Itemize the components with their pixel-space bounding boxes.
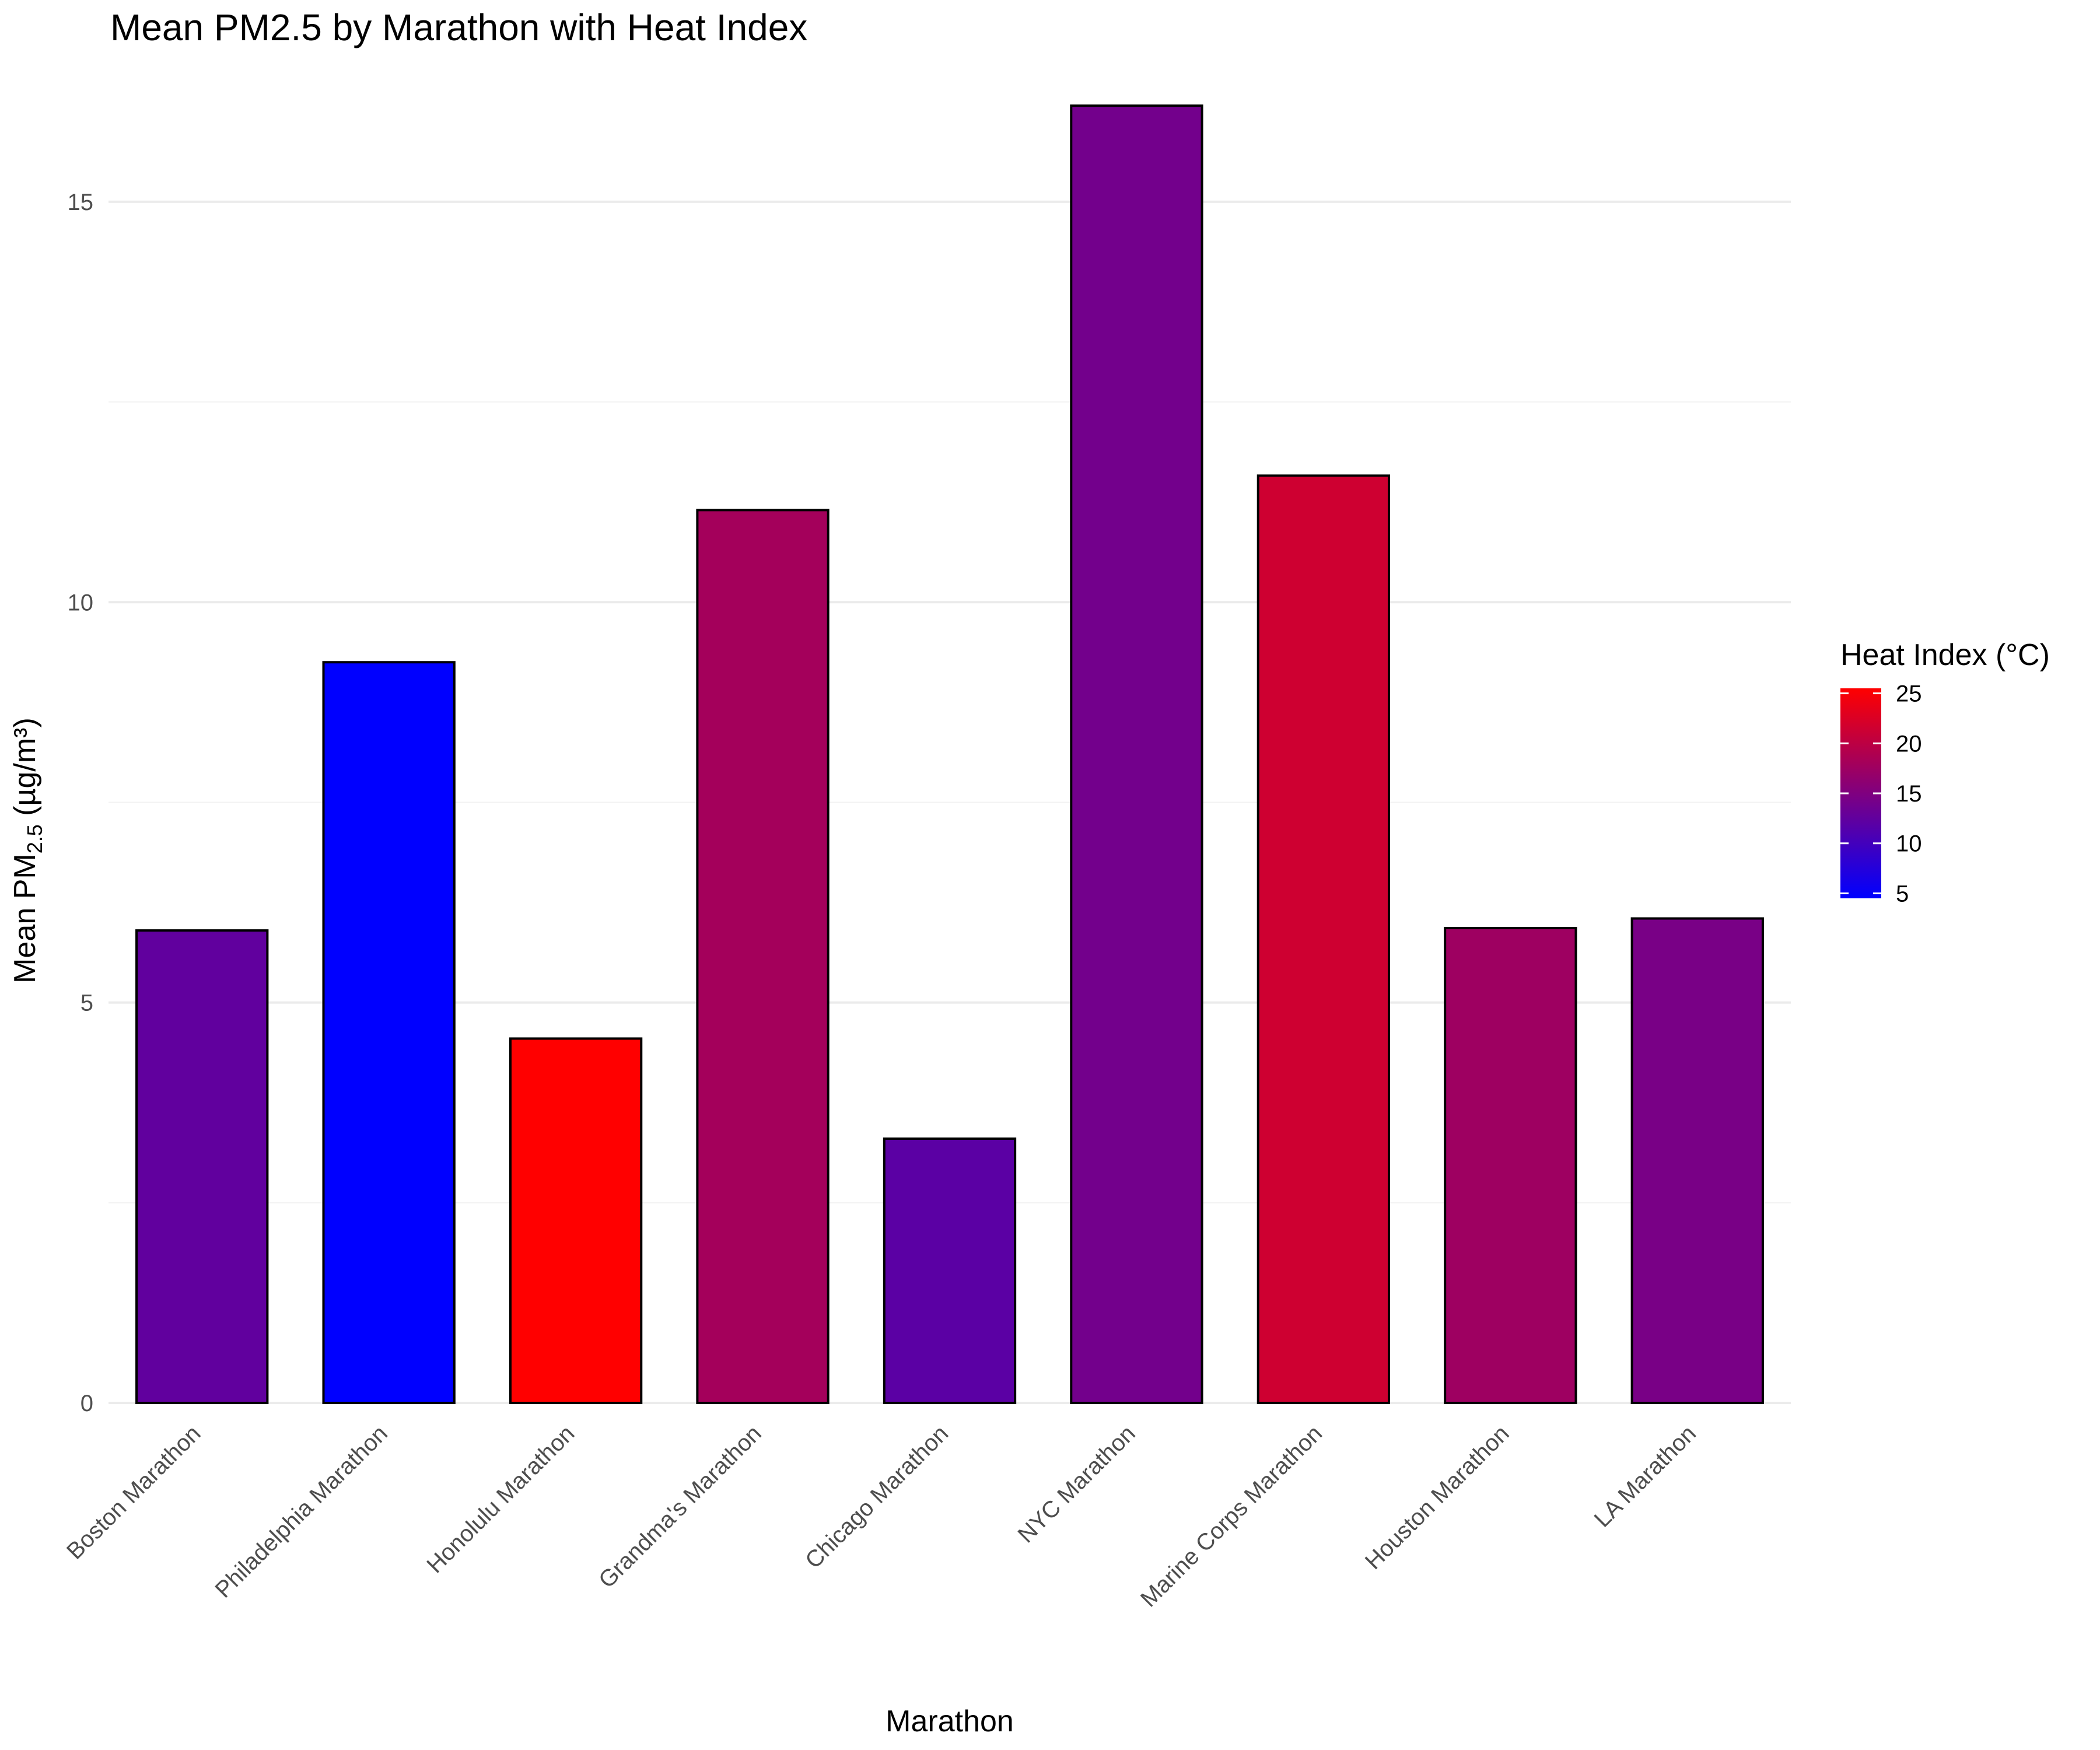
y-axis-title-prefix: Mean PM [8, 853, 42, 984]
y-axis-ticks: 0 5 10 15 [68, 190, 94, 1416]
y-tick-label: 10 [68, 590, 94, 615]
y-tick-label: 0 [80, 1391, 93, 1416]
legend-tick-label: 5 [1896, 881, 1909, 907]
x-tick-label: Marine Corps Marathon [1136, 1420, 1327, 1612]
x-tick-label: Boston Marathon [62, 1420, 206, 1564]
x-tick-label: Grandma's Marathon [594, 1420, 766, 1593]
legend-tick-label: 15 [1896, 781, 1922, 807]
x-tick-label: LA Marathon [1590, 1420, 1702, 1532]
bar [1256, 474, 1391, 1404]
x-tick-label: Honolulu Marathon [422, 1420, 579, 1578]
x-tick-label: Chicago Marathon [800, 1420, 953, 1573]
chart-title: Mean PM2.5 by Marathon with Heat Index [110, 6, 808, 48]
bar [1444, 926, 1577, 1405]
legend-tick-label: 20 [1896, 731, 1922, 757]
y-axis-title: Mean PM2.5 (µg/m³) [8, 718, 47, 984]
y-axis-title-subscript: 2.5 [23, 824, 47, 853]
x-axis-title: Marathon [886, 1704, 1014, 1738]
bar [135, 929, 269, 1405]
legend-ticks: 5 10 15 20 25 [1840, 681, 1922, 907]
bar [1630, 917, 1764, 1404]
y-axis-title-suffix: (µg/m³) [8, 718, 42, 824]
x-tick-label: NYC Marathon [1013, 1420, 1140, 1548]
x-tick-label: Houston Marathon [1360, 1420, 1514, 1574]
bar [1070, 104, 1203, 1404]
legend: Heat Index (°C) 5 10 15 20 25 [1840, 638, 2050, 907]
legend-tick-label: 25 [1896, 681, 1922, 707]
bar [883, 1138, 1017, 1404]
legend-title: Heat Index (°C) [1840, 638, 2050, 672]
y-tick-label: 15 [68, 190, 94, 215]
bar [509, 1037, 643, 1404]
x-tick-label: Philadelphia Marathon [210, 1420, 393, 1603]
y-tick-label: 5 [80, 991, 93, 1016]
x-axis-ticks: Boston Marathon Philadelphia Marathon Hono… [62, 1420, 1701, 1612]
bar [696, 509, 830, 1405]
bar [322, 661, 456, 1404]
bars [135, 104, 1764, 1405]
legend-tick-label: 10 [1896, 831, 1922, 857]
